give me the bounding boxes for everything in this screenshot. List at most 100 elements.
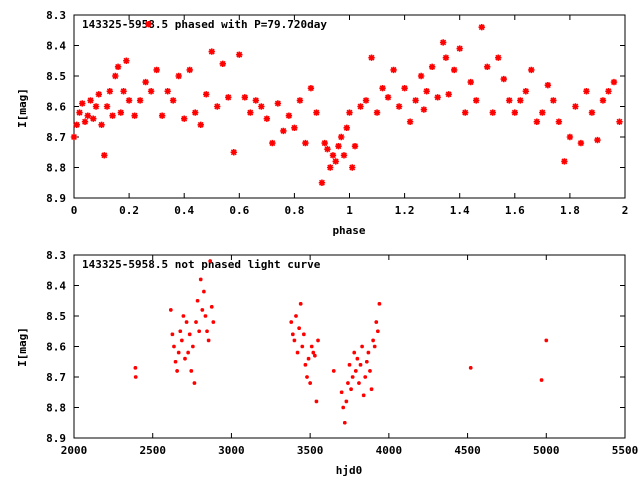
phased-data-point [357,103,364,110]
phased-data-point [241,94,249,101]
unphased-data-point [305,375,309,379]
phased-data-point [346,109,353,116]
phased-data-point [145,20,152,28]
phased-x-tick-label: 0.2 [119,204,139,217]
phased-data-point [73,121,80,128]
phased-data-point [329,152,337,159]
phased-data-point [539,109,546,116]
phased-data-point [136,97,144,104]
unphased-y-tick-label: 8.3 [46,249,66,262]
phased-data-point [112,72,119,80]
phased-data-point [594,136,601,144]
unphased-x-tick-label: 3500 [297,444,324,457]
phased-data-point [318,179,326,186]
unphased-data-point [372,344,377,349]
phased-plot-title: 143325-5958.5 phased with P=79.720day [82,18,327,31]
phased-data-point [349,164,356,171]
unphased-data-point [197,329,202,334]
unphased-data-point [301,332,306,337]
unphased-y-tick-label: 8.7 [46,371,66,384]
phased-data-point [285,112,293,119]
unphased-data-point [306,356,311,361]
unphased-data-point [377,301,382,306]
unphased-x-tick-label: 2000 [61,444,88,457]
phased-ticks: 0 0.2 0.4 0.6 0.8 1 1.2 1.4 1.6 1.8 2 8.3 8.4 8.5 8.6 8… [46,9,628,217]
unphased-data-point [366,350,371,355]
unphased-data-point [346,381,350,386]
phased-data-point [605,88,612,95]
phased-data-point [153,66,160,74]
unphased-x-axis-label: hjd0 [336,464,363,477]
unphased-data-point [208,259,213,264]
unphased-data-point [298,301,303,306]
phased-data-point [84,112,91,119]
unphased-y-tick-label: 8.9 [46,432,66,445]
unphased-data-point [133,365,138,370]
phased-data-point [450,66,458,74]
phased-data-point [76,109,83,116]
unphased-data-point [371,338,376,343]
phased-y-tick-label: 8.9 [46,192,66,205]
phased-x-tick-label: 0 [71,204,78,217]
phased-data-point [87,97,94,104]
phased-data-point [439,39,447,46]
unphased-panel: 143325-5958.5 not phased light curve hjd… [16,249,638,477]
unphased-data-point [374,320,379,325]
unphased-data-point [184,320,189,325]
phased-data-point [90,115,97,122]
unphased-data-point [349,387,353,392]
unphased-y-tick-label: 8.6 [46,341,66,354]
phased-data-point [420,106,428,113]
phased-data-point [340,152,348,159]
phased-data-point [158,112,166,119]
phased-x-tick-label: 1.6 [505,204,525,217]
unphased-data-point [339,390,344,395]
unphased-data-point [308,381,313,386]
phased-data-point [445,91,452,98]
phased-data-point [544,81,552,89]
phased-data-point [214,103,221,110]
unphased-data-point [179,338,184,343]
phased-data-point [307,85,315,92]
phased-data-point [98,121,105,128]
unphased-data-point [539,378,544,382]
unphased-data-point [178,329,183,334]
unphased-data-point [294,314,298,318]
unphased-data-point [175,368,180,373]
phased-data-point [269,139,276,147]
phased-data-point [467,78,474,86]
unphased-data-point [190,344,195,349]
phased-data-point [123,57,130,64]
phased-data-point [373,109,381,116]
unphased-data-point [192,381,197,386]
phased-y-tick-label: 8.5 [46,70,66,83]
unphased-x-tick-label: 3000 [218,444,245,457]
phased-y-tick-label: 8.7 [46,131,66,144]
phased-data-point [522,88,530,95]
phased-data-point [335,142,342,150]
unphased-data-point [203,314,208,318]
phased-data-point [258,103,265,110]
phased-x-tick-label: 0.4 [174,204,194,217]
unphased-data-point [201,289,206,294]
phased-data-point [324,146,331,153]
unphased-plot-frame [73,254,626,439]
phased-data-point [252,97,260,104]
phased-data-point [327,164,334,171]
phased-data-point [103,103,111,110]
phased-x-tick-label: 1.4 [450,204,470,217]
unphased-data-point [206,338,211,343]
phased-data-point [566,133,574,141]
unphased-data-point [544,338,549,343]
unphased-data-point [355,356,360,361]
unphased-y-tick-label: 8.5 [46,310,66,323]
phased-data-point [338,133,345,141]
unphased-x-tick-label: 5500 [612,444,639,457]
phased-data-point [147,88,155,95]
phased-data-point [583,88,590,95]
phased-data-point [572,103,579,110]
phased-data-point [456,45,463,52]
phased-data-point [550,97,557,104]
phased-data-point [616,118,623,125]
